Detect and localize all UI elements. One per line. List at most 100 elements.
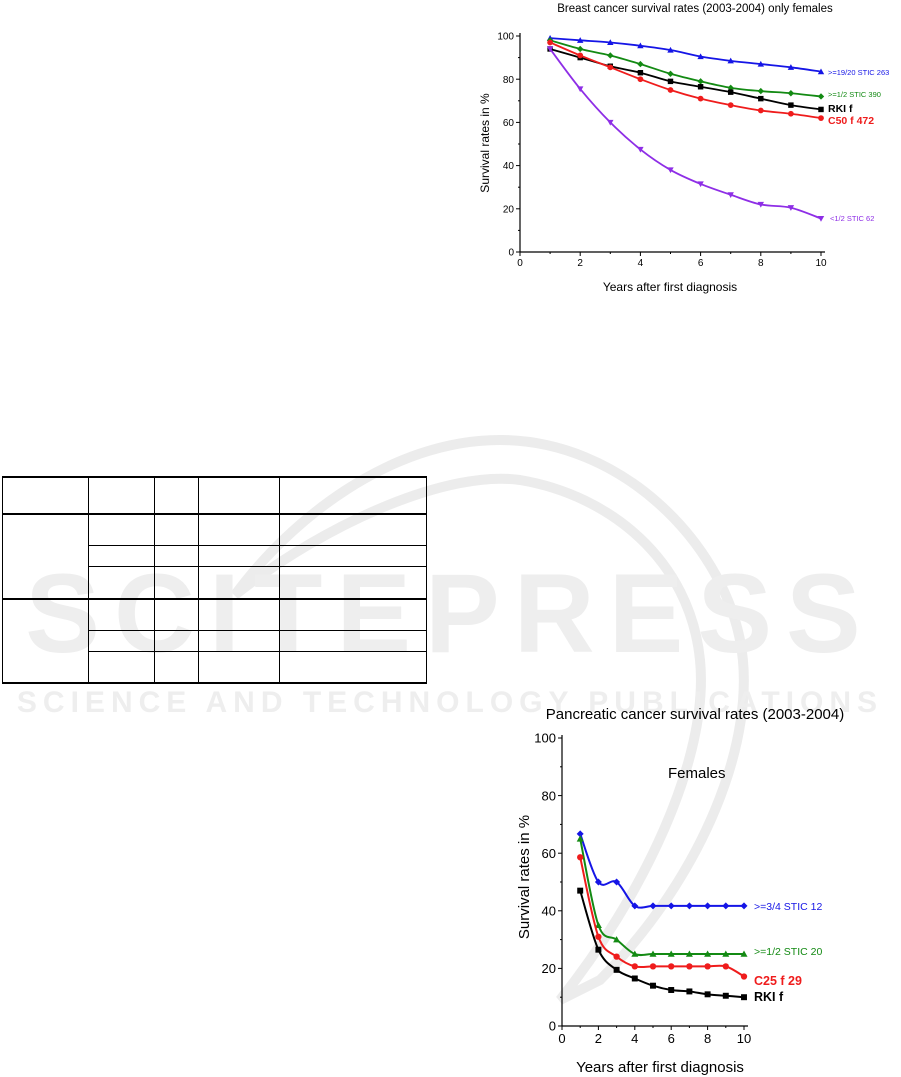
data-point bbox=[613, 953, 620, 960]
table-cell bbox=[279, 476, 427, 515]
data-point bbox=[667, 167, 674, 174]
data-point bbox=[757, 107, 764, 114]
chart-annotation: Females bbox=[668, 765, 726, 782]
legend-label: >=1/2 STIC 20 bbox=[754, 946, 822, 958]
x-tick-label: 6 bbox=[698, 258, 704, 269]
table-header-row bbox=[2, 476, 427, 515]
table-cell bbox=[88, 650, 155, 684]
data-point bbox=[637, 146, 644, 153]
data-point bbox=[613, 966, 620, 973]
data-point bbox=[722, 902, 730, 910]
table-cell bbox=[154, 597, 199, 631]
data-point bbox=[757, 60, 764, 67]
table-cell bbox=[279, 513, 427, 547]
table-cell bbox=[198, 629, 280, 652]
table-cell bbox=[88, 513, 155, 547]
data-point bbox=[686, 988, 693, 995]
data-point bbox=[594, 878, 602, 886]
table-cell bbox=[154, 566, 199, 599]
y-tick-label: 0 bbox=[508, 248, 514, 259]
data-point bbox=[787, 64, 795, 70]
data-point bbox=[637, 70, 644, 76]
data-point bbox=[704, 991, 711, 998]
table-group-cell bbox=[2, 597, 89, 684]
data-point bbox=[788, 102, 794, 108]
data-point bbox=[727, 192, 734, 198]
table-cell bbox=[154, 650, 199, 684]
table-cell bbox=[279, 629, 427, 652]
table-cell bbox=[88, 629, 155, 652]
data-point bbox=[697, 78, 704, 85]
data-point bbox=[595, 933, 602, 940]
data-point bbox=[607, 39, 614, 46]
table-cell bbox=[154, 545, 199, 568]
data-point bbox=[817, 93, 825, 100]
x-tick-label: 2 bbox=[595, 1031, 602, 1046]
data-point bbox=[576, 830, 584, 838]
legend-label: RKI f bbox=[828, 103, 853, 115]
data-point bbox=[697, 181, 704, 188]
data-point bbox=[667, 78, 674, 85]
series-line bbox=[549, 39, 822, 98]
data-point bbox=[667, 902, 675, 910]
table-row bbox=[3, 566, 427, 599]
table-cell bbox=[198, 566, 280, 599]
y-tick-label: 80 bbox=[542, 788, 556, 803]
y-tick-label: 60 bbox=[503, 118, 515, 129]
y-tick-label: 100 bbox=[497, 32, 514, 43]
data-point bbox=[722, 950, 730, 957]
data-point bbox=[704, 902, 712, 910]
data-point bbox=[667, 70, 674, 77]
data-point bbox=[607, 119, 614, 126]
data-point bbox=[727, 57, 734, 64]
x-tick-label: 10 bbox=[737, 1031, 751, 1046]
data-point bbox=[697, 95, 704, 102]
data-point bbox=[787, 205, 795, 211]
data-point bbox=[740, 973, 748, 980]
legend-label: >=3/4 STIC 12 bbox=[754, 901, 822, 913]
data-point bbox=[594, 921, 602, 928]
data-point bbox=[595, 946, 602, 953]
data-point bbox=[757, 87, 764, 95]
data-point bbox=[818, 115, 824, 121]
data-point bbox=[697, 84, 704, 90]
x-axis-label: Years after first diagnosis bbox=[603, 280, 737, 294]
data-point bbox=[546, 46, 554, 53]
data-point bbox=[667, 950, 675, 957]
table-group-cell bbox=[2, 513, 89, 599]
data-point bbox=[817, 68, 825, 75]
table-cell bbox=[88, 545, 155, 568]
data-point bbox=[788, 110, 794, 117]
y-tick-label: 0 bbox=[549, 1019, 556, 1034]
data-point bbox=[577, 86, 584, 93]
x-tick-label: 8 bbox=[704, 1031, 711, 1046]
table-cell bbox=[198, 476, 280, 515]
y-tick-label: 100 bbox=[534, 731, 556, 746]
data-point bbox=[631, 902, 639, 910]
data-point bbox=[631, 963, 638, 970]
data-point bbox=[668, 987, 675, 993]
data-point bbox=[668, 963, 675, 970]
table-cell bbox=[154, 476, 199, 515]
data-point bbox=[740, 950, 748, 957]
table-row bbox=[3, 650, 427, 684]
y-tick-label: 80 bbox=[503, 75, 515, 86]
data-point bbox=[637, 76, 644, 83]
table-cell bbox=[154, 629, 199, 652]
series-line bbox=[549, 41, 822, 119]
data-point bbox=[758, 95, 764, 102]
x-tick-label: 4 bbox=[638, 258, 644, 269]
table-cell bbox=[88, 476, 155, 515]
legend-label: RKI f bbox=[754, 990, 784, 1004]
legend-label: >=1/2 STIC 390 bbox=[828, 90, 881, 99]
data-point bbox=[818, 106, 824, 113]
data-point bbox=[649, 902, 657, 910]
data-point bbox=[741, 994, 747, 1001]
table-cell bbox=[2, 476, 89, 515]
data-point bbox=[631, 975, 638, 982]
x-tick-label: 10 bbox=[815, 258, 827, 269]
series-line bbox=[550, 37, 822, 73]
table-cell bbox=[198, 513, 280, 547]
table-cell bbox=[88, 566, 155, 599]
data-table bbox=[2, 476, 427, 684]
